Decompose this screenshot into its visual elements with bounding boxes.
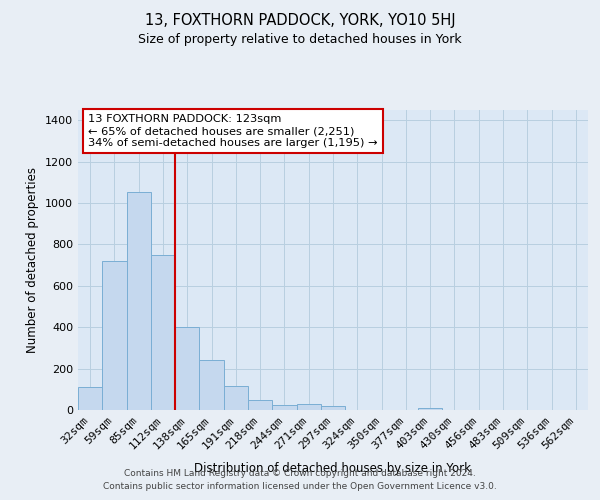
Text: 13 FOXTHORN PADDOCK: 123sqm
← 65% of detached houses are smaller (2,251)
34% of : 13 FOXTHORN PADDOCK: 123sqm ← 65% of det… [88, 114, 378, 148]
Bar [127, 192, 151, 410]
Bar [102, 261, 127, 410]
Bar [199, 360, 224, 410]
Bar [296, 404, 321, 410]
Bar [248, 400, 272, 410]
Bar [272, 405, 296, 410]
Text: Size of property relative to detached houses in York: Size of property relative to detached ho… [138, 32, 462, 46]
Bar [151, 255, 175, 410]
Bar [418, 408, 442, 410]
Y-axis label: Number of detached properties: Number of detached properties [26, 167, 40, 353]
X-axis label: Distribution of detached houses by size in York: Distribution of detached houses by size … [194, 462, 472, 474]
Bar [78, 387, 102, 410]
Text: Contains public sector information licensed under the Open Government Licence v3: Contains public sector information licen… [103, 482, 497, 491]
Text: Contains HM Land Registry data © Crown copyright and database right 2024.: Contains HM Land Registry data © Crown c… [124, 468, 476, 477]
Bar [175, 327, 199, 410]
Bar [224, 386, 248, 410]
Text: 13, FOXTHORN PADDOCK, YORK, YO10 5HJ: 13, FOXTHORN PADDOCK, YORK, YO10 5HJ [145, 12, 455, 28]
Bar [321, 406, 345, 410]
